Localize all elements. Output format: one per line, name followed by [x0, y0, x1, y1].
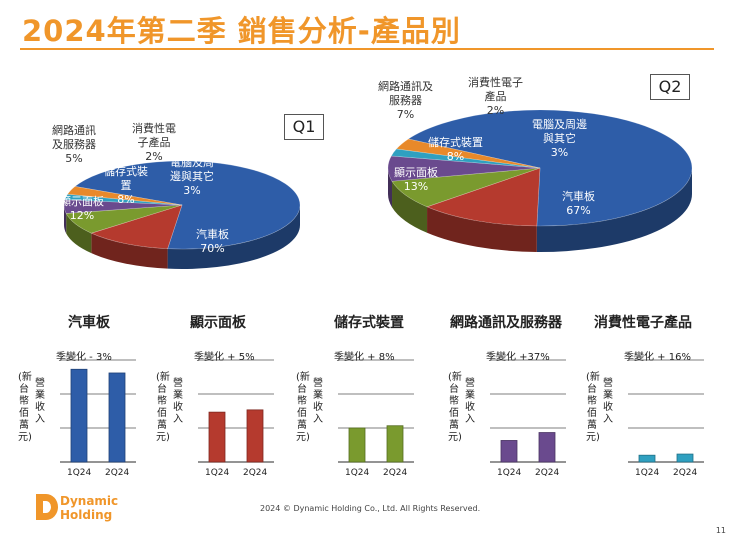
bar-plot-5: [490, 359, 566, 463]
q1-label-consumer: 消費性電 子產品 2%: [132, 122, 176, 163]
q2-slice-4: [390, 148, 541, 169]
q1-label-computer: 電腦及周 邊與其它 3%: [170, 156, 214, 197]
y-axis-label: (新台幣佰萬元): [18, 372, 32, 443]
y-axis-label: 營業收入: [173, 378, 183, 425]
quarter-change-label: 季變化 + 16%: [624, 352, 691, 363]
q2-slice-1: [426, 167, 541, 227]
quarter-change-label: 季變化 +37%: [486, 352, 550, 363]
title-divider: [20, 48, 714, 50]
q2-slice-side-0: [536, 168, 692, 252]
q1-slice-3: [63, 199, 183, 214]
bar-consumer-title: 消費性電子產品: [594, 315, 692, 331]
q2-label-network: 網路通訊及 服務器 7%: [378, 80, 433, 121]
pie-charts: [63, 109, 693, 269]
bar-plot-3: [198, 359, 274, 463]
company-logo-icon: [36, 494, 58, 520]
x-tick-label: 1Q24: [635, 468, 660, 478]
page-title: 2024年第二季 銷售分析-產品別: [22, 14, 461, 48]
bar-chart-auto: 1Q24 2Q24 季變化 - 3% 營業收入 (新台幣佰萬元): [12, 338, 152, 478]
copyright-text: 2024 © Dynamic Holding Co., Ltd. All Rig…: [260, 504, 481, 513]
page-number: 11: [715, 526, 726, 535]
bar-plot-2: [60, 359, 136, 463]
y-axis-label: (新台幣佰萬元): [156, 372, 170, 443]
q2-slice-side-1: [427, 206, 537, 252]
x-tick-label: 2Q24: [673, 468, 698, 478]
bar-chart-storage: 1Q24 2Q24 季變化 + 8% 營業收入 (新台幣佰萬元): [290, 338, 430, 478]
q1-slice-5: [67, 186, 183, 206]
bar-display-title: 顯示面板: [190, 315, 246, 331]
q2-label-consumer: 消費性電子 產品 2%: [468, 76, 523, 117]
q1-slice-0: [74, 160, 301, 250]
q1-slice-1: [90, 204, 183, 249]
bar-chart-display: 1Q24 2Q24 季變化 + 5% 營業收入 (新台幣佰萬元): [150, 338, 290, 478]
q2-slice-side-2: [392, 181, 428, 233]
q1-slice-side-3: [64, 205, 67, 234]
q2-label-storage: 儲存式裝置 8%: [428, 136, 483, 163]
bar-1Q24: [638, 454, 656, 463]
x-tick-label: 1Q24: [67, 468, 92, 478]
q2-slice-0: [407, 109, 693, 227]
bar-1Q24: [500, 440, 518, 463]
q1-label-storage: 儲存式裝 置 8%: [104, 165, 148, 206]
bar-network-title: 網路通訊及服務器: [450, 315, 562, 331]
q1-slice-4: [64, 193, 183, 206]
y-axis-label: (新台幣佰萬元): [296, 372, 310, 443]
q1-title: Q1: [284, 114, 324, 140]
q1-slice-2: [65, 204, 183, 234]
q2-slice-side-3: [388, 168, 393, 208]
bar-1Q24: [208, 411, 226, 463]
logo-line2: Holding: [60, 508, 113, 522]
bar-1Q24: [348, 427, 366, 463]
bar-storage-title: 儲存式裝置: [334, 315, 404, 331]
x-tick-label: 2Q24: [535, 468, 560, 478]
quarter-change-label: 季變化 - 3%: [56, 352, 112, 363]
x-tick-label: 2Q24: [383, 468, 408, 478]
quarter-change-label: 季變化 + 5%: [194, 352, 255, 363]
y-axis-label: 營業收入: [603, 378, 613, 425]
q2-label-computer: 電腦及周邊 與其它 3%: [532, 118, 587, 159]
bar-1Q24: [70, 368, 88, 463]
x-tick-label: 1Q24: [497, 468, 522, 478]
bar-2Q24: [108, 372, 126, 463]
company-logo-text: Dynamic Holding: [60, 494, 118, 522]
y-axis-label: 營業收入: [35, 378, 45, 425]
quarter-change-label: 季變化 + 8%: [334, 352, 395, 363]
bar-2Q24: [386, 425, 404, 463]
bar-2Q24: [538, 432, 556, 463]
q2-slice-2: [391, 167, 541, 208]
bar-2Q24: [246, 409, 264, 463]
y-axis-label: 營業收入: [313, 378, 323, 425]
q2-slice-3: [387, 155, 541, 182]
q1-slice-side-1: [91, 233, 168, 269]
bar-2Q24: [676, 453, 694, 463]
q1-label-auto: 汽車板 70%: [196, 228, 229, 255]
q1-label-network: 網路通訊 及服務器 5%: [52, 124, 96, 165]
q1-label-display: 顯示面板 12%: [60, 195, 104, 222]
q2-slice-5: [395, 138, 541, 169]
x-tick-label: 2Q24: [105, 468, 130, 478]
x-tick-label: 2Q24: [243, 468, 268, 478]
y-axis-label: (新台幣佰萬元): [448, 372, 462, 443]
logo-line1: Dynamic: [60, 494, 119, 508]
bar-plot-4: [338, 359, 414, 463]
bar-chart-consumer: 1Q24 2Q24 季變化 + 16% 營業收入 (新台幣佰萬元): [580, 338, 720, 478]
x-tick-label: 1Q24: [345, 468, 370, 478]
q2-label-display: 顯示面板 13%: [394, 166, 438, 193]
q2-title: Q2: [650, 74, 690, 100]
y-axis-label: (新台幣佰萬元): [586, 372, 600, 443]
y-axis-label: 營業收入: [465, 378, 475, 425]
q2-label-auto: 汽車板 67%: [562, 190, 595, 217]
bar-chart-network: 1Q24 2Q24 季變化 +37% 營業收入 (新台幣佰萬元): [442, 338, 582, 478]
q1-slice-side-0: [167, 205, 300, 269]
q1-slice-side-2: [66, 213, 92, 254]
bar-plot-6: [628, 359, 704, 463]
x-tick-label: 1Q24: [205, 468, 230, 478]
bar-auto-title: 汽車板: [68, 315, 110, 331]
